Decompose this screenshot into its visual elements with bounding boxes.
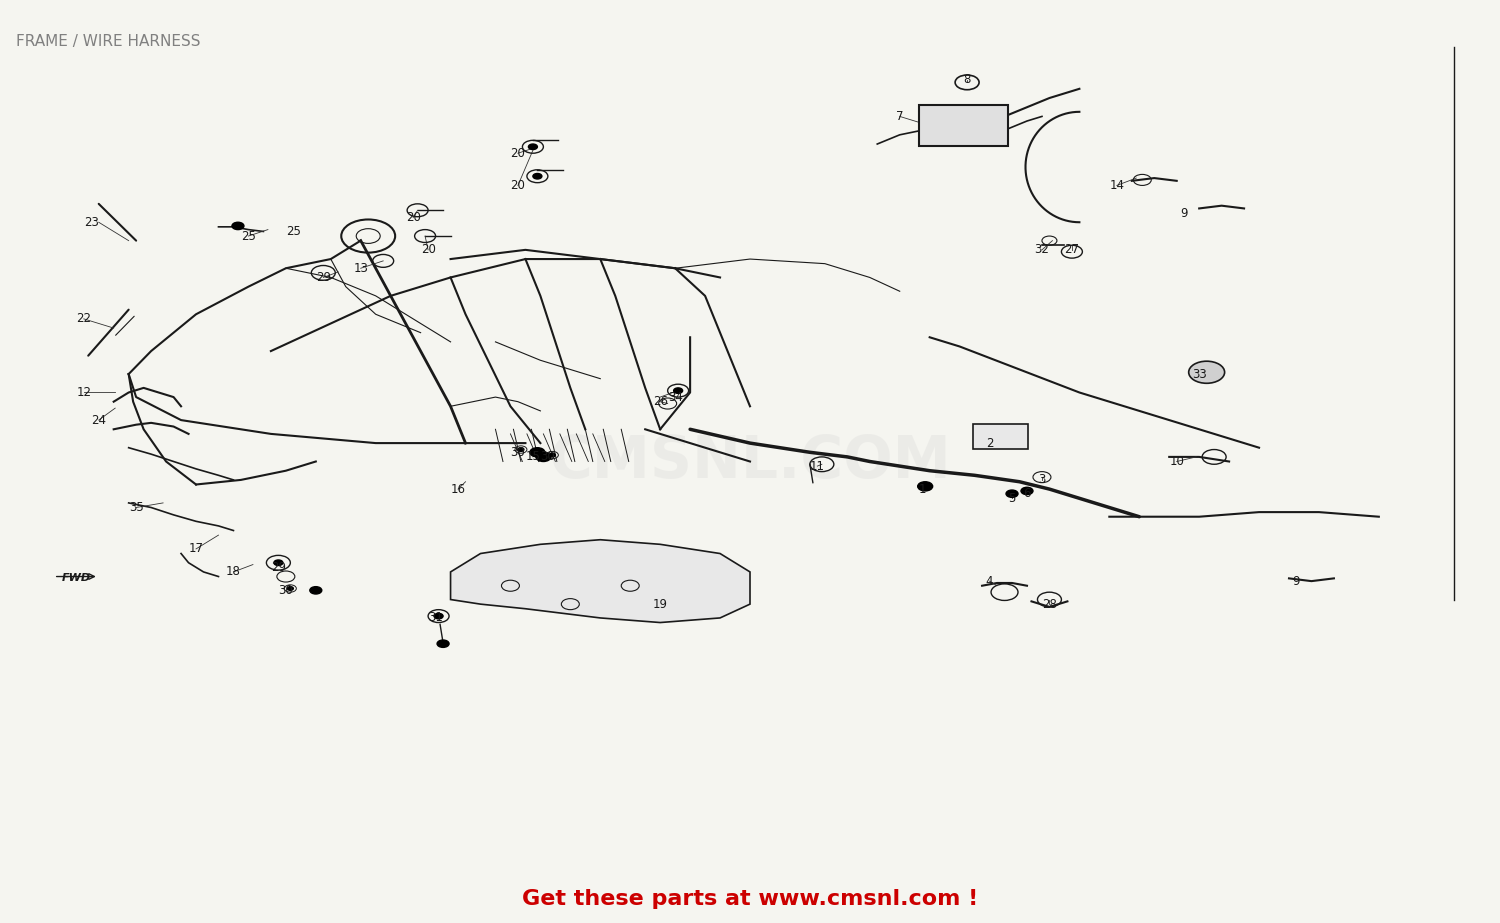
Text: 13: 13 — [354, 262, 368, 275]
Text: FWD: FWD — [62, 573, 90, 583]
Text: 2: 2 — [986, 437, 993, 450]
Text: 20: 20 — [420, 244, 435, 257]
Text: 20: 20 — [510, 179, 525, 192]
FancyBboxPatch shape — [920, 105, 1008, 146]
Text: 30: 30 — [279, 584, 292, 597]
Text: 35: 35 — [129, 501, 144, 514]
Text: 30: 30 — [510, 446, 525, 459]
Text: 26: 26 — [652, 395, 668, 408]
Text: FRAME / WIRE HARNESS: FRAME / WIRE HARNESS — [16, 33, 201, 49]
Text: 18: 18 — [226, 566, 242, 579]
Text: 14: 14 — [1110, 179, 1125, 192]
Text: 10: 10 — [1170, 455, 1184, 468]
Text: 1: 1 — [918, 483, 926, 496]
Text: 22: 22 — [76, 312, 92, 326]
Circle shape — [518, 448, 524, 451]
Text: 5: 5 — [1008, 492, 1016, 505]
Circle shape — [274, 560, 284, 566]
Text: 4: 4 — [986, 575, 993, 588]
Text: 24: 24 — [92, 414, 106, 426]
Text: 9: 9 — [1180, 207, 1188, 220]
Circle shape — [1188, 361, 1224, 383]
Circle shape — [918, 482, 933, 491]
Text: 7: 7 — [896, 110, 903, 123]
Circle shape — [549, 453, 555, 457]
Circle shape — [288, 587, 294, 591]
Text: 20: 20 — [510, 147, 525, 160]
Text: 33: 33 — [1192, 367, 1206, 380]
Text: 25: 25 — [242, 230, 256, 243]
Circle shape — [1007, 490, 1019, 497]
Text: 32: 32 — [1035, 244, 1050, 257]
Circle shape — [536, 452, 550, 462]
Text: 27: 27 — [1065, 244, 1080, 257]
Circle shape — [232, 222, 244, 230]
Circle shape — [528, 144, 537, 150]
Text: 8: 8 — [963, 73, 970, 86]
Text: 17: 17 — [189, 543, 204, 556]
Circle shape — [1022, 487, 1034, 495]
Circle shape — [310, 587, 322, 594]
Circle shape — [674, 388, 682, 393]
Text: 29: 29 — [316, 271, 332, 284]
Text: 30: 30 — [540, 450, 555, 463]
FancyBboxPatch shape — [974, 424, 1029, 449]
Text: 29: 29 — [272, 561, 286, 574]
Text: 34: 34 — [668, 390, 682, 403]
Text: CMSNL.COM: CMSNL.COM — [549, 433, 951, 490]
Circle shape — [532, 174, 542, 179]
Text: 28: 28 — [1042, 597, 1058, 611]
Circle shape — [530, 448, 544, 457]
Circle shape — [436, 640, 448, 647]
Text: 11: 11 — [810, 460, 825, 473]
Text: 25: 25 — [286, 225, 302, 238]
Text: 12: 12 — [76, 386, 92, 399]
Text: 6: 6 — [1023, 487, 1031, 500]
Polygon shape — [450, 540, 750, 622]
Text: 19: 19 — [652, 597, 668, 611]
Text: 20: 20 — [405, 211, 420, 224]
Text: 23: 23 — [84, 216, 99, 229]
Text: 31: 31 — [427, 611, 442, 625]
Text: 16: 16 — [450, 483, 465, 496]
Circle shape — [433, 614, 442, 618]
Text: 3: 3 — [1038, 473, 1046, 486]
Text: 9: 9 — [1293, 575, 1300, 588]
Text: Get these parts at www.cmsnl.com !: Get these parts at www.cmsnl.com ! — [522, 889, 978, 908]
Text: 15: 15 — [525, 450, 540, 463]
